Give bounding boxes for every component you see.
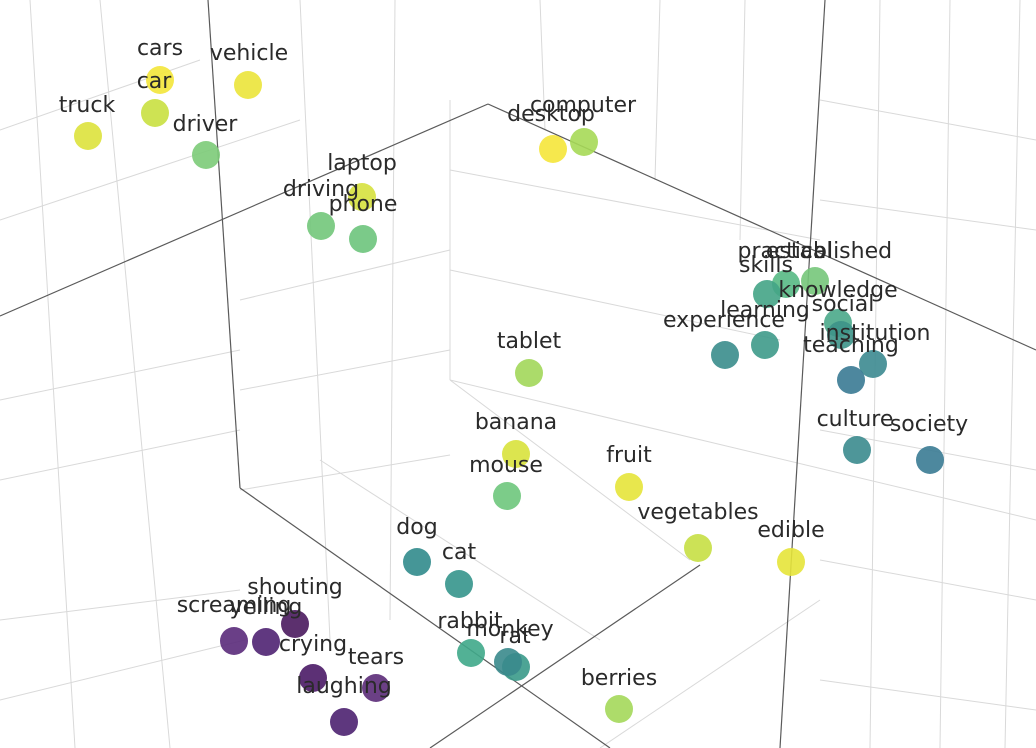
point-tears [362,674,390,702]
label-rabbit: rabbit [437,609,503,634]
point-computer [570,128,598,156]
point-driver [192,141,220,169]
point-berries [605,695,633,723]
label-truck: truck [59,93,116,118]
label-established: established [766,239,892,264]
point-yelling [252,628,280,656]
point-skills [753,280,781,308]
label-mouse: mouse [469,453,543,478]
point-banana [502,440,530,468]
label-skills: skills [739,253,793,278]
label-vehicle: vehicle [210,41,288,66]
point-driving [307,212,335,240]
point-institution [859,350,887,378]
point-teaching [837,366,865,394]
point-phone [349,225,377,253]
point-fruit [615,473,643,501]
label-computer: computer [530,93,637,118]
point-culture [843,436,871,464]
label-social: social [812,292,875,317]
label-edible: edible [757,518,824,543]
point-crying [299,664,327,692]
point-desktop [539,135,567,163]
data-points [74,66,944,736]
label-desktop: desktop [507,102,595,127]
label-teaching: teaching [803,333,899,358]
point-vegetables [684,534,712,562]
point-tablet [515,359,543,387]
point-mouse [493,482,521,510]
point-learning [751,331,779,359]
label-laughing: laughing [296,674,391,699]
label-screaming: screaming [177,593,292,618]
point-edible [777,548,805,576]
point-vehicle [234,71,262,99]
point-social [827,321,855,349]
label-berries: berries [581,666,657,691]
point-established [801,267,829,295]
label-crying: crying [279,632,347,657]
label-knowledge: knowledge [778,278,897,303]
label-rat: rat [499,624,531,649]
label-driving: driving [283,177,359,202]
point-car [141,99,169,127]
point-society [916,446,944,474]
label-practical: practical [737,239,832,264]
point-cars [146,66,174,94]
point-rabbit [457,639,485,667]
point-experience [711,341,739,369]
label-laptop: laptop [327,151,397,176]
point-cat [445,570,473,598]
label-learning: learning [720,298,810,323]
point-truck [74,122,102,150]
point-screaming [220,627,248,655]
label-phone: phone [329,192,398,217]
label-fruit: fruit [606,443,652,468]
label-institution: institution [820,321,931,346]
point-dog [403,548,431,576]
point-laughing [330,708,358,736]
label-society: society [890,412,968,437]
label-banana: banana [475,410,557,435]
label-car: car [137,69,173,94]
label-vegetables: vegetables [637,500,758,525]
label-cat: cat [442,540,477,565]
label-experience: experience [663,308,785,333]
label-driver: driver [173,112,239,137]
label-culture: culture [817,407,894,432]
label-dog: dog [396,515,437,540]
point-rat [494,648,522,676]
label-yelling: yelling [230,595,303,620]
label-monkey: monkey [466,617,553,642]
label-cars: cars [137,36,183,61]
label-shouting: shouting [247,575,342,600]
data-labels: cars vehicle car truck driver computerdesktop… [59,36,968,699]
point-shouting [281,610,309,638]
label-tears: tears [348,645,404,670]
label-tablet: tablet [497,329,562,354]
point-laptop [348,183,376,211]
